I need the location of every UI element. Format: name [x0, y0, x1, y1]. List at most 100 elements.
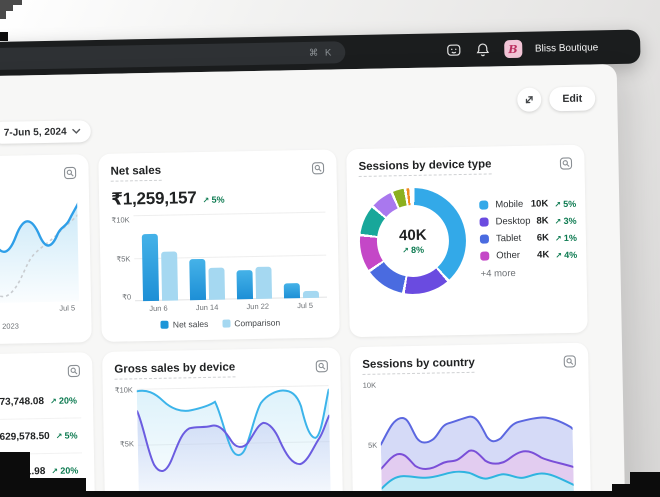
show-more-link[interactable]: +4 more [480, 267, 516, 280]
legend-label: Tablet [495, 232, 522, 245]
edge-pixel-decoration [0, 32, 8, 41]
comparison-bar [161, 251, 179, 301]
expand-button[interactable] [517, 87, 542, 112]
y-tick: ₹5K [116, 253, 131, 264]
metric-value: 73,748.08 [0, 395, 45, 408]
legend-item-comparison: Comparison [222, 318, 280, 329]
metric-row[interactable]: 629,578.50 5% [0, 418, 82, 456]
donut-center: 40K 8% [376, 204, 450, 278]
edge-pixel-decoration [0, 478, 86, 497]
net-sales-card[interactable]: Net sales ₹1,259,157 5% ₹10K ₹5K ₹0 [98, 149, 340, 342]
net-sales-bar [141, 233, 160, 302]
comparison-bar [302, 290, 320, 299]
metrics-list-card[interactable]: 73,748.08 20% 629,578.50 5% 176,281.98 2… [0, 352, 96, 497]
net-sales-bar-chart: ₹10K ₹5K ₹0 [111, 211, 328, 302]
legend-row-mobile[interactable]: Mobile 10K 5% [479, 198, 582, 211]
legend-swatch [479, 200, 489, 210]
gross-sales-card[interactable]: Gross sales by device ₹10K ₹5K ₹0K [102, 347, 344, 497]
bar-groups [134, 212, 327, 302]
store-name-label[interactable]: Bliss Boutique [534, 41, 599, 55]
search-input[interactable]: ⌘ K [0, 41, 346, 71]
sidekick-icon[interactable] [446, 42, 462, 58]
net-sales-x-axis: Jun 6 Jun 14 Jun 22 Jul 5 [113, 301, 327, 314]
comparison-bar [255, 266, 273, 299]
store-avatar-initial: B [508, 42, 518, 56]
sessions-trend-chart [0, 185, 80, 304]
legend-label: Other [496, 249, 521, 262]
legend-label: Desktop [495, 215, 531, 228]
date-range-label: 7-Jun 5, 2024 [3, 126, 67, 139]
bar-group-jul-5 [282, 212, 320, 299]
bar-group-jun-14 [188, 214, 226, 301]
card-title: Gross sales by device [114, 361, 236, 380]
sessions-device-card[interactable]: Sessions by device type 40K 8% [346, 144, 588, 338]
edge-pixel-decoration [612, 484, 660, 497]
bar-group-jun-6 [141, 214, 179, 302]
explore-data-icon[interactable] [63, 166, 77, 180]
device-legend: Mobile 10K 5% Desktop 8K 3% Tablet [479, 198, 584, 280]
card-title: Net sales [110, 164, 162, 182]
legend-row-desktop[interactable]: Desktop 8K 3% [479, 215, 583, 228]
edit-button[interactable]: Edit [549, 86, 596, 112]
y-tick: ₹10K [111, 215, 130, 225]
bar-group-jun-22 [235, 213, 273, 300]
metric-row[interactable]: 73,748.08 20% [0, 383, 82, 421]
legend-delta: 3% [555, 215, 583, 226]
legend-swatch [160, 320, 169, 329]
y-tick: 10K [362, 380, 377, 390]
x-tick: Jun 22 [246, 301, 270, 312]
legend-delta: 4% [555, 249, 583, 260]
dashboard-screen: ⌘ K B Bliss Boutique [0, 29, 655, 497]
legend-row-tablet[interactable]: Tablet 6K 1% [479, 232, 583, 245]
corner-pixel-decoration [0, 0, 22, 5]
store-avatar[interactable]: B [503, 39, 523, 59]
x-tick: Jun 6 [149, 303, 168, 314]
legend-label: Net sales [172, 318, 209, 330]
corner-pixel-decoration [0, 11, 6, 19]
legend-value: 4K [537, 249, 550, 261]
analytics-page: 7-Jun 5, 2024 Edit [0, 64, 627, 497]
legend-swatch [222, 319, 231, 328]
topbar-right-cluster: B Bliss Boutique [446, 30, 599, 67]
date-range-picker[interactable]: 7-Jun 5, 2024 [0, 120, 91, 145]
metric-value: 629,578.50 [0, 430, 50, 443]
edit-button-label: Edit [562, 92, 583, 106]
metric-delta: 5% [56, 430, 78, 440]
sessions-trend-card[interactable]: Jun 22 Jul 5 –Jun 5, 2023 [0, 154, 92, 345]
page-header: 7-Jun 5, 2024 Edit [0, 64, 618, 157]
chevron-down-icon [72, 128, 81, 134]
gross-sales-line-chart [136, 385, 331, 497]
explore-data-icon[interactable] [311, 162, 325, 175]
legend-value: 8K [536, 215, 549, 227]
card-title: Sessions by country [362, 356, 475, 375]
sessions-country-card[interactable]: Sessions by country 10K 5K 0 [349, 342, 592, 497]
sessions-country-area-chart [380, 415, 575, 497]
legend-swatch [479, 234, 490, 244]
x-tick: Jul 5 [59, 303, 76, 313]
explore-data-icon[interactable] [315, 360, 328, 373]
y-tick: ₹0 [122, 292, 132, 302]
device-donut-chart: 40K 8% [358, 186, 467, 295]
corner-pixel-decoration [0, 5, 13, 11]
sessions-total: 40K [398, 226, 427, 245]
legend-swatch [479, 217, 489, 227]
card-title: Sessions by device type [358, 158, 492, 177]
metric-delta: 20% [51, 465, 78, 476]
bottom-edge-decoration [86, 491, 660, 497]
legend-swatch [480, 251, 490, 261]
legend-label: Comparison [234, 317, 281, 329]
net-sales-bar [236, 269, 254, 300]
sessions-total-delta: 8% [402, 245, 424, 255]
explore-data-icon[interactable] [67, 364, 80, 378]
comparison-bar [208, 267, 226, 300]
notifications-bell-icon[interactable] [475, 41, 491, 57]
net-sales-value: ₹1,259,157 [110, 188, 197, 209]
legend-value: 10K [530, 198, 549, 210]
sessions-trend-x-axis: Jun 22 Jul 5 [0, 303, 79, 315]
legend-row-other[interactable]: Other 4K 4% [480, 249, 583, 262]
header-actions: Edit [517, 86, 596, 112]
explore-data-icon[interactable] [559, 157, 573, 170]
metric-delta: 20% [50, 395, 77, 406]
explore-data-icon[interactable] [563, 355, 576, 368]
y-tick: ₹10K [114, 385, 133, 395]
